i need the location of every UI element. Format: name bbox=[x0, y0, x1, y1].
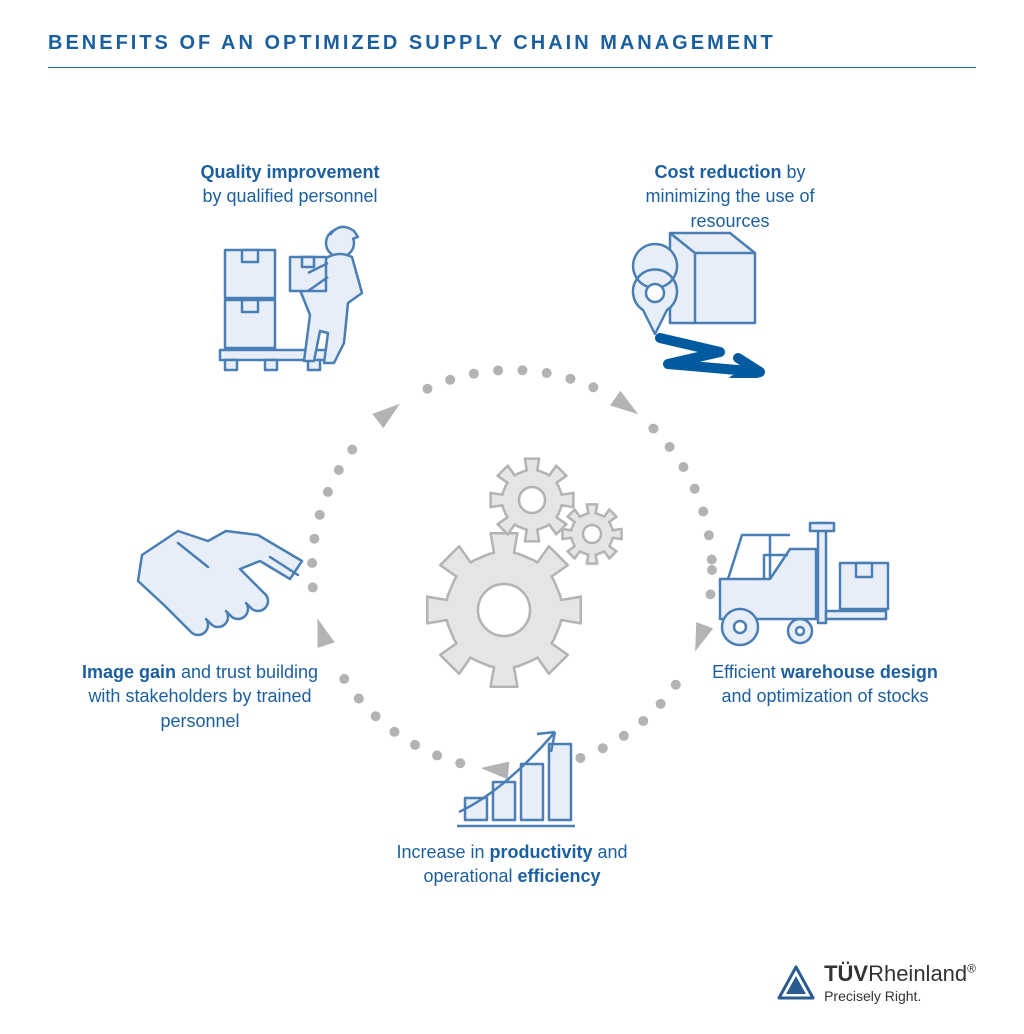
node-quality-rest: by qualified personnel bbox=[202, 186, 377, 206]
node-quality-bold: Quality improvement bbox=[200, 162, 379, 182]
node-productivity-bold2: efficiency bbox=[518, 866, 601, 886]
growth-chart-icon bbox=[445, 720, 585, 845]
node-cost-bold: Cost reduction bbox=[654, 162, 781, 182]
node-warehouse-bold: warehouse design bbox=[781, 662, 938, 682]
triangle-icon bbox=[776, 964, 816, 1002]
worker-boxes-icon bbox=[210, 215, 400, 380]
node-productivity-pre: Increase in bbox=[396, 842, 489, 862]
handshake-icon bbox=[130, 515, 320, 650]
cycle-diagram: Quality improvement by qualified personn… bbox=[0, 100, 1024, 920]
node-warehouse-pre: Efficient bbox=[712, 662, 781, 682]
logo-brand: TÜVRheinland® bbox=[824, 962, 976, 986]
logo-tagline: Precisely Right. bbox=[824, 989, 976, 1004]
node-warehouse-label: Efficient warehouse design and optimizat… bbox=[705, 660, 945, 709]
node-productivity-bold: productivity bbox=[490, 842, 593, 862]
forklift-icon bbox=[700, 515, 900, 660]
node-image-label: Image gain and trust building with stake… bbox=[80, 660, 320, 733]
node-productivity-label: Increase in productivity and operational… bbox=[392, 840, 632, 889]
header: BENEFITS OF AN OPTIMIZED SUPPLY CHAIN MA… bbox=[48, 32, 976, 68]
logo-brand-post: Rheinland bbox=[868, 961, 967, 986]
page-title: BENEFITS OF AN OPTIMIZED SUPPLY CHAIN MA… bbox=[48, 32, 976, 68]
node-quality-label: Quality improvement by qualified personn… bbox=[170, 160, 410, 209]
brand-logo: TÜVRheinland® Precisely Right. bbox=[776, 962, 976, 1004]
box-route-icon bbox=[600, 218, 800, 383]
logo-brand-pre: TÜV bbox=[824, 961, 868, 986]
node-warehouse-rest: and optimization of stocks bbox=[721, 686, 928, 706]
logo-reg: ® bbox=[967, 962, 976, 976]
node-image-bold: Image gain bbox=[82, 662, 176, 682]
